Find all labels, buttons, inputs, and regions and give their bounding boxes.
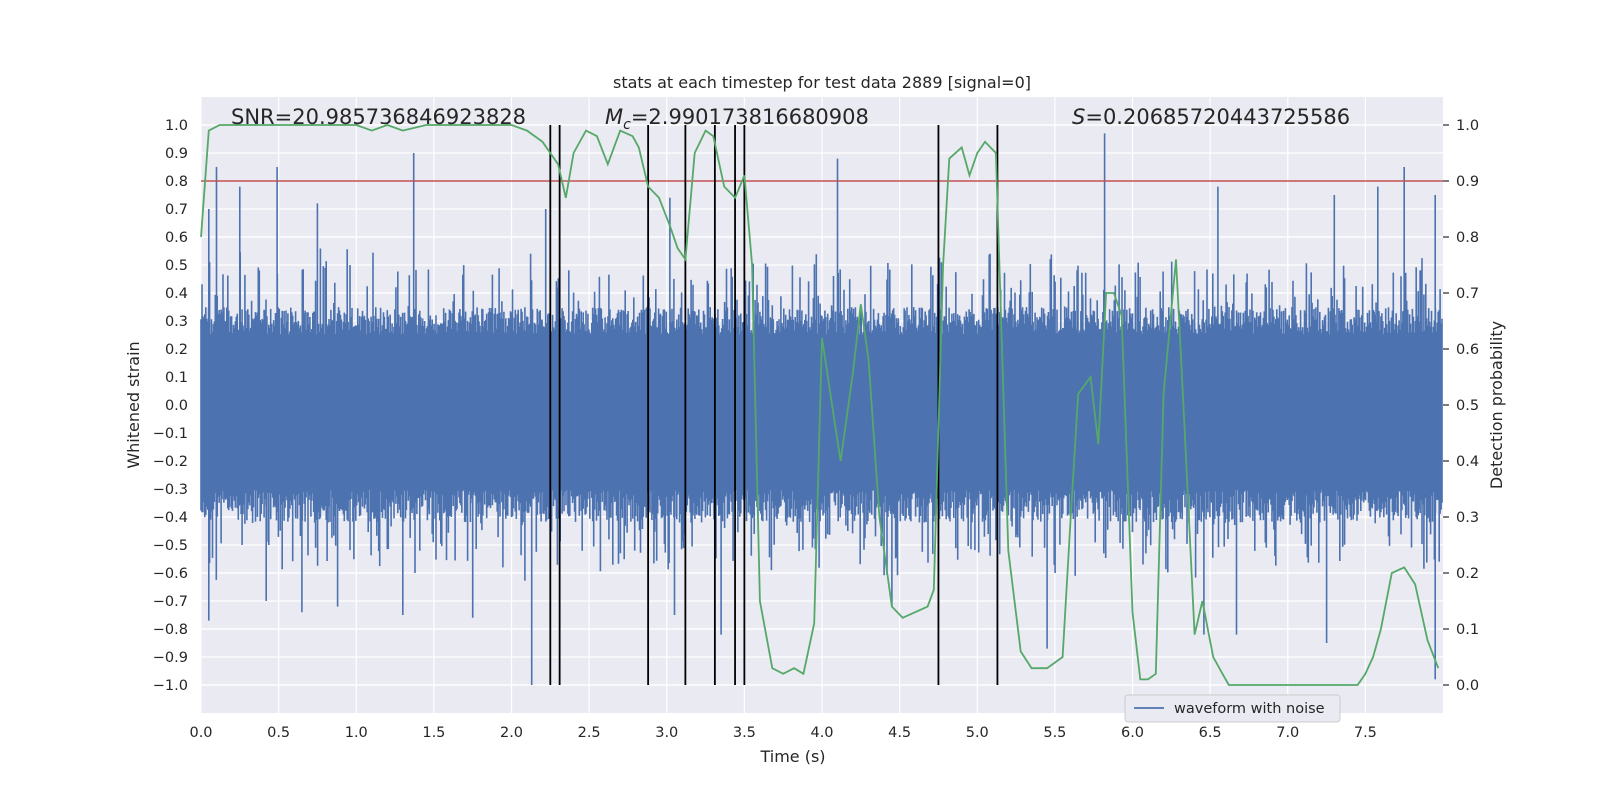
left-y-tick-label: 0.3 [165, 314, 188, 330]
s-statistic-value: =0.20685720443725586 [1085, 105, 1350, 129]
chirp-mass-subscript: c [623, 117, 631, 133]
left-y-tick-label: 0.0 [165, 398, 188, 414]
left-y-tick-label: 1.0 [165, 118, 188, 134]
legend-box [1124, 694, 1341, 723]
left-y-axis-label: Whitened strain [124, 341, 143, 468]
left-y-tick-label: −1.0 [153, 678, 188, 694]
left-y-tick-label: 0.6 [165, 230, 188, 246]
right-y-tick-labels: 1.0 0.9 0.8 0.7 0.6 0.5 0.4 0.3 0.2 0.1 0.0 [1443, 118, 1479, 694]
chart-title: stats at each timestep for test data 288… [613, 73, 1031, 92]
right-y-tick-label: 0.5 [1456, 398, 1479, 414]
x-tick-label: 5.5 [1043, 725, 1066, 741]
x-tick-label: 5.0 [966, 725, 989, 741]
x-tick-label: 4.5 [888, 725, 911, 741]
s-statistic-annotation: S=0.20685720443725586 [1072, 105, 1350, 129]
legend-label: waveform with noise [1174, 701, 1325, 717]
x-tick-label: 2.0 [500, 725, 523, 741]
x-tick-label: 4.0 [810, 725, 833, 741]
snr-annotation: SNR=20.985736846923828 [231, 105, 526, 129]
x-tick-label: 1.0 [345, 725, 368, 741]
detection-probability-series [200, 124, 1440, 686]
legend: waveform with noise [1124, 694, 1341, 723]
left-y-tick-label: −0.2 [153, 454, 188, 470]
x-axis-label: Time (s) [759, 747, 825, 766]
chirp-mass-value: =2.990173816680908 [631, 105, 869, 129]
left-y-tick-label: 0.8 [165, 174, 188, 190]
right-y-tick-label: 0.0 [1456, 678, 1479, 694]
left-y-tick-label: −0.9 [153, 650, 188, 666]
right-y-tick-label: 0.7 [1456, 286, 1479, 302]
x-tick-label: 6.5 [1199, 725, 1222, 741]
left-y-tick-label: 0.9 [165, 146, 188, 162]
left-y-tick-label: −0.8 [153, 622, 188, 638]
right-y-tick-label: 0.6 [1456, 342, 1479, 358]
waveform-with-noise-series [200, 133, 1443, 685]
left-y-tick-label: −0.1 [153, 426, 188, 442]
x-tick-label: 3.5 [733, 725, 756, 741]
left-y-tick-label: −0.4 [153, 510, 188, 526]
right-y-axis-label: Detection probability [1487, 321, 1506, 489]
x-tick-label: 7.0 [1276, 725, 1299, 741]
x-tick-label: 1.5 [422, 725, 445, 741]
right-y-tick-label: 0.9 [1456, 174, 1479, 190]
right-y-tick-label: 0.4 [1456, 454, 1479, 470]
right-y-tick-label: 0.8 [1456, 230, 1479, 246]
x-tick-label: 6.0 [1121, 725, 1144, 741]
right-y-tick-label: 0.2 [1456, 566, 1479, 582]
left-y-tick-label: 0.2 [165, 342, 188, 358]
chirp-mass-symbol: M [605, 105, 623, 129]
x-tick-label: 0.0 [189, 725, 212, 741]
right-y-tick-label: 0.1 [1456, 622, 1479, 638]
right-y-tick-label: 1.0 [1456, 118, 1479, 134]
x-tick-label: 2.5 [578, 725, 601, 741]
s-statistic-symbol: S [1072, 105, 1085, 129]
x-tick-label: 7.5 [1354, 725, 1377, 741]
chirp-mass-annotation: Mc=2.990173816680908 [605, 105, 869, 133]
x-tick-labels: 0.0 0.5 1.0 1.5 2.0 2.5 3.0 3.5 4.0 4.5 5.0 5.5 6.0 6… [189, 725, 1376, 741]
left-y-tick-label: 0.5 [165, 258, 188, 274]
noise-strokes [200, 133, 1443, 685]
left-y-tick-label: −0.5 [153, 538, 188, 554]
left-y-tick-labels: 1.0 0.9 0.8 0.7 0.6 0.5 0.4 0.3 0.2 0.1 0.0 −0.1 −0.… [153, 118, 188, 694]
right-y-tick-label: 0.3 [1456, 510, 1479, 526]
x-tick-label: 3.0 [655, 725, 678, 741]
x-tick-label: 0.5 [267, 725, 290, 741]
left-y-tick-label: 0.1 [165, 370, 188, 386]
left-y-tick-label: −0.3 [153, 482, 188, 498]
left-y-tick-label: −0.7 [153, 594, 188, 610]
left-y-tick-label: −0.6 [153, 566, 188, 582]
left-y-tick-label: 0.4 [165, 286, 188, 302]
left-y-tick-label: 0.7 [165, 202, 188, 218]
